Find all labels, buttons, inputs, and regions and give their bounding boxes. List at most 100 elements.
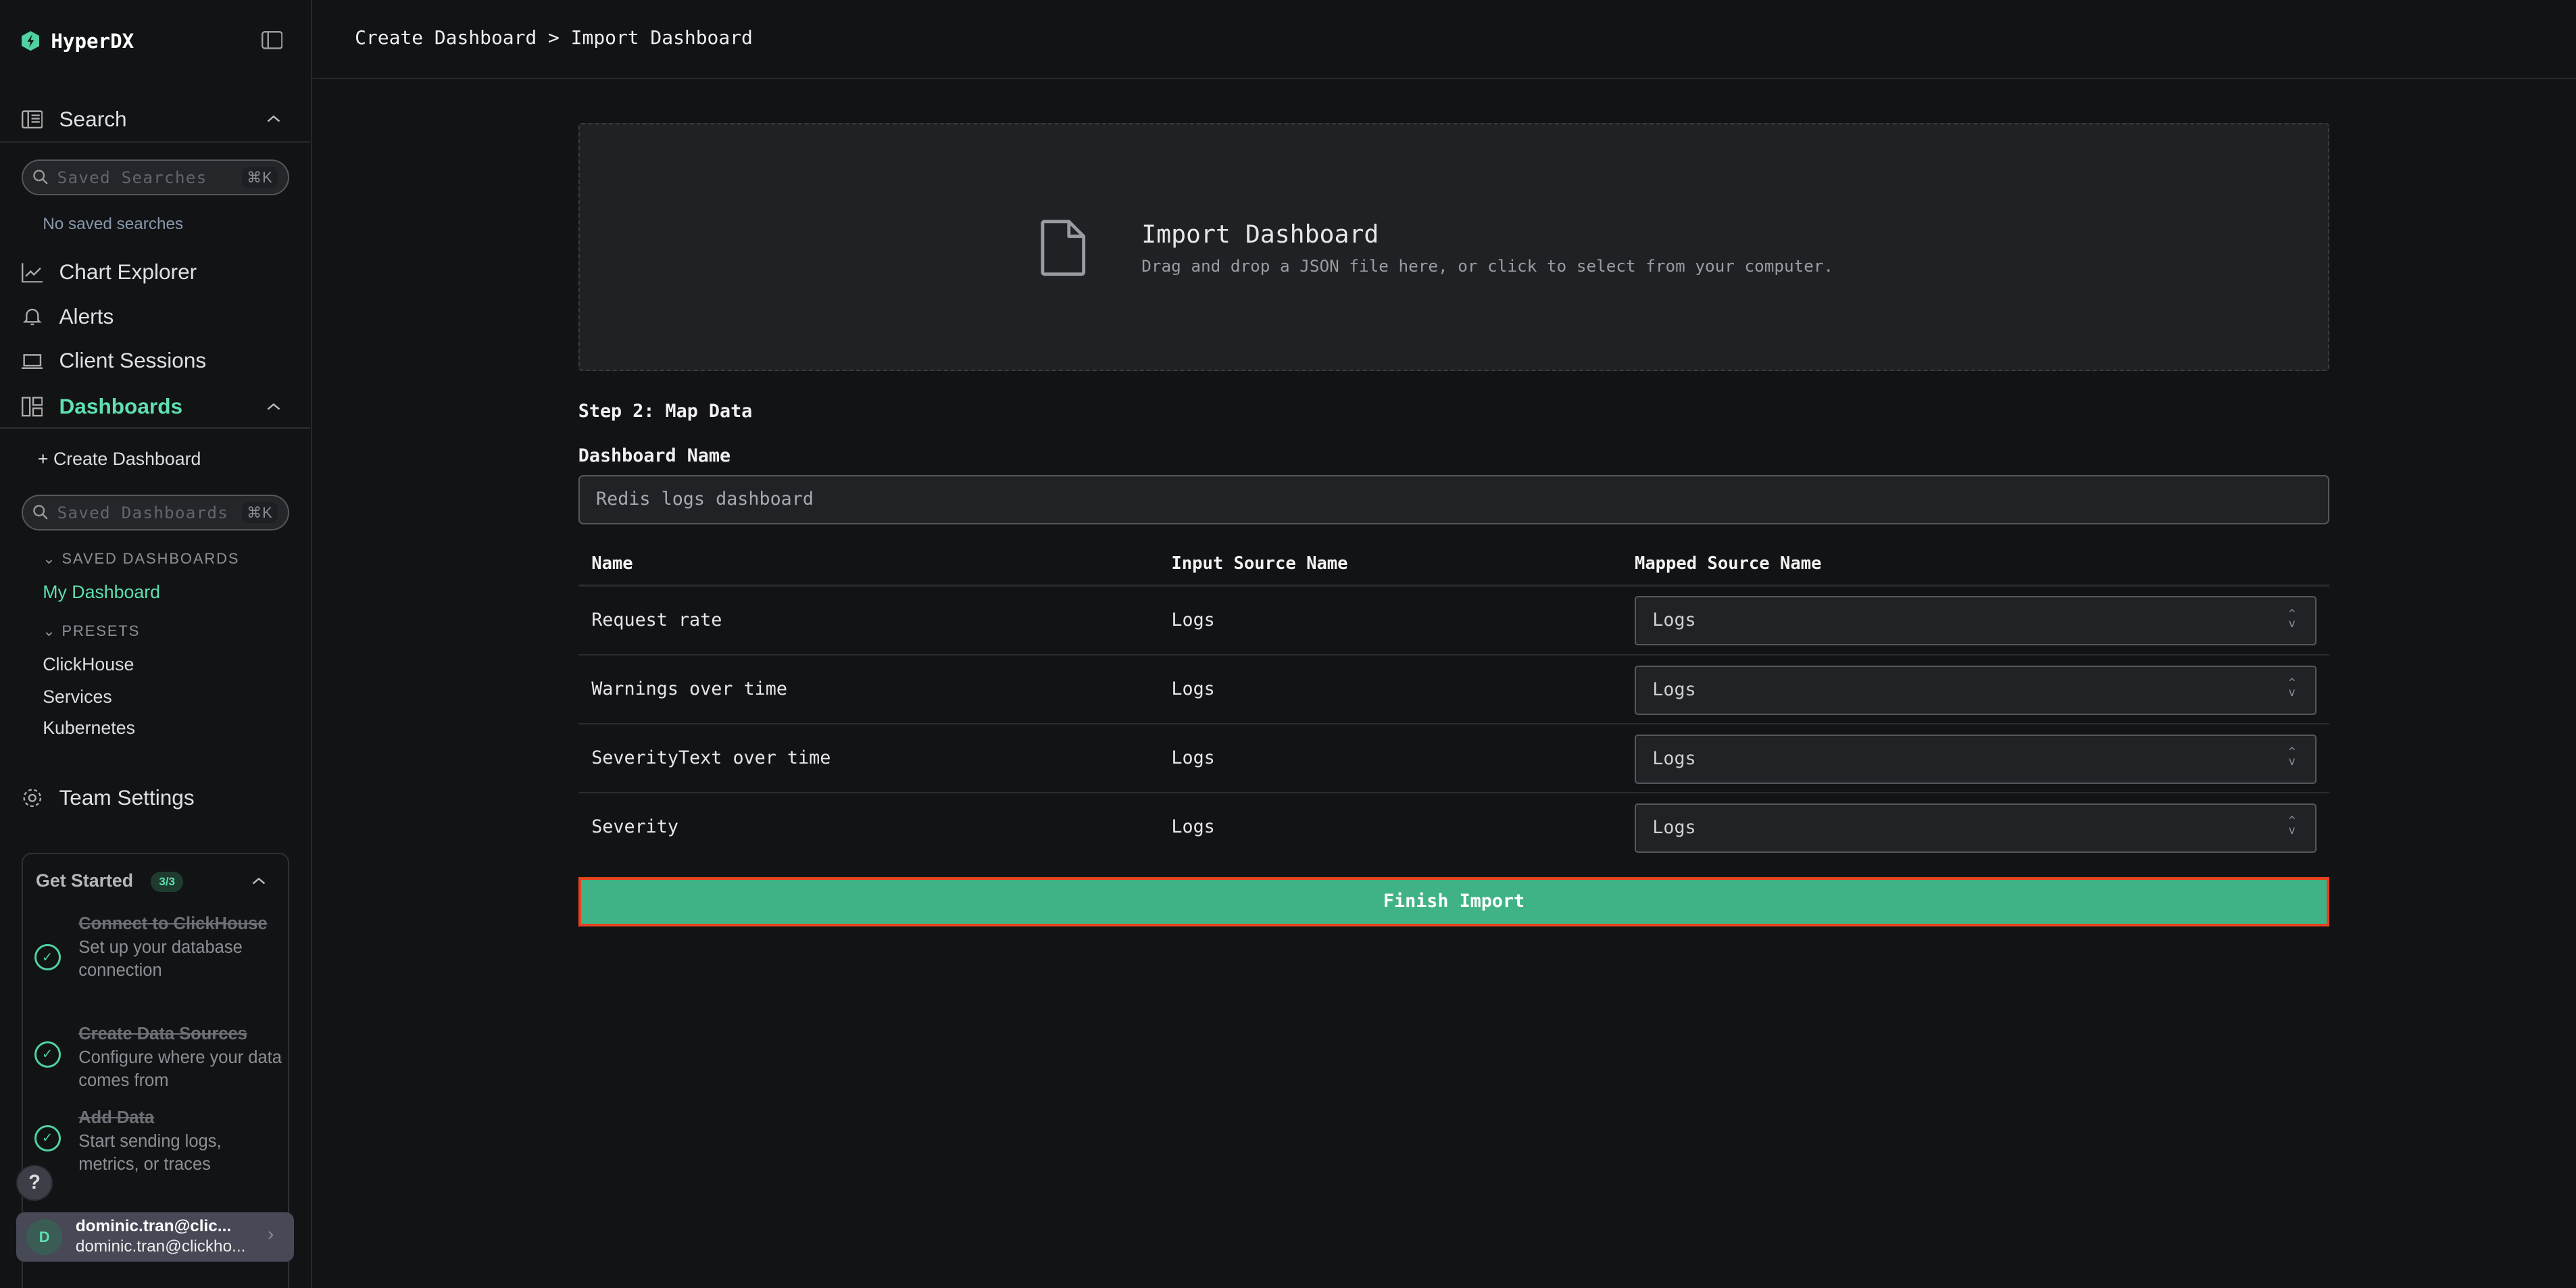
- chevron-up-icon[interactable]: [266, 399, 281, 414]
- section-label: SAVED DASHBOARDS: [61, 550, 240, 568]
- app-name: HyperDX: [51, 29, 134, 53]
- file-icon: [1041, 220, 1086, 276]
- select-value: Logs: [1652, 747, 1696, 769]
- step-desc: Configure where your data comes from: [78, 1048, 282, 1091]
- help-button[interactable]: ?: [16, 1164, 53, 1202]
- nav-dashboards[interactable]: Dashboards: [21, 394, 183, 419]
- shortcut-badge: ⌘K: [241, 167, 278, 188]
- step-title: Connect to ClickHouse: [78, 914, 268, 933]
- gear-icon: [23, 789, 41, 807]
- get-started-card: Get Started 3/3 ✓ Connect to ClickHouse …: [21, 852, 289, 1288]
- check-circle-icon: ✓: [34, 944, 61, 971]
- chevron-up-icon[interactable]: [266, 112, 281, 126]
- chevron-updown-icon: ^ v: [2288, 676, 2296, 700]
- col-header-mapped-source: Mapped Source Name: [1634, 553, 1822, 574]
- nav-label: Client Sessions: [59, 348, 207, 373]
- chevron-right-icon: ›: [268, 1224, 274, 1245]
- no-saved-searches: No saved searches: [43, 215, 184, 234]
- avatar: D: [26, 1218, 63, 1256]
- divider: [0, 141, 311, 143]
- progress-badge: 3/3: [151, 872, 184, 893]
- hyperdx-logo-icon: [21, 31, 40, 51]
- chevron-updown-icon: ^ v: [2288, 814, 2296, 838]
- nav-alerts[interactable]: Alerts: [22, 304, 114, 329]
- nav-label: Chart Explorer: [59, 259, 197, 284]
- chevron-updown-icon: ^ v: [2288, 607, 2296, 631]
- step-title: Create Data Sources: [78, 1024, 247, 1043]
- user-email: dominic.tran@clickho...: [75, 1237, 246, 1256]
- bell-icon: [22, 309, 42, 326]
- chevron-up-icon[interactable]: [251, 874, 266, 889]
- dashboard-name-label: Dashboard Name: [578, 445, 731, 466]
- nav-search-label: Search: [59, 107, 127, 132]
- get-started-title: Get Started: [36, 870, 134, 891]
- row-name: Severity: [591, 816, 678, 838]
- nav-client-sessions[interactable]: Client Sessions: [21, 348, 207, 373]
- sidebar: HyperDX Search Saved Searches ⌘K No save…: [0, 0, 312, 1288]
- select-value: Logs: [1652, 816, 1696, 838]
- preset-clickhouse[interactable]: ClickHouse: [43, 653, 134, 674]
- step-heading: Step 2: Map Data: [578, 401, 753, 422]
- step-desc: Start sending logs, metrics, or traces: [78, 1132, 222, 1174]
- saved-dashboards-input[interactable]: Saved Dashboards ⌘K: [21, 494, 289, 531]
- row-name: SeverityText over time: [591, 747, 831, 769]
- saved-searches-input[interactable]: Saved Searches ⌘K: [21, 159, 289, 196]
- saved-dashboards-placeholder: Saved Dashboards: [57, 503, 229, 522]
- breadcrumb: Create Dashboard > Import Dashboard: [355, 26, 753, 49]
- step-sources[interactable]: ✓ Create Data Sources Configure where yo…: [34, 1022, 282, 1093]
- chevron-down-icon: ⌄: [43, 622, 62, 640]
- select-value: Logs: [1652, 610, 1696, 631]
- step-connect[interactable]: ✓ Connect to ClickHouse Set up your data…: [34, 912, 282, 983]
- step-title: Add Data: [78, 1108, 155, 1127]
- header: Create Dashboard > Import Dashboard: [312, 0, 2576, 79]
- preset-kubernetes[interactable]: Kubernetes: [43, 718, 135, 739]
- row-input: Logs: [1171, 609, 1215, 630]
- step-add-data[interactable]: ✓ Add Data Start sending logs, metrics, …: [34, 1106, 282, 1176]
- dashboard-my-dashboard[interactable]: My Dashboard: [43, 581, 161, 602]
- user-name: dominic.tran@clic...: [75, 1217, 232, 1236]
- col-header-name: Name: [591, 553, 633, 574]
- finish-import-button[interactable]: Finish Import: [578, 877, 2330, 927]
- saved-searches-placeholder: Saved Searches: [57, 168, 207, 188]
- divider: [0, 427, 311, 429]
- chevron-down-icon: ⌄: [43, 550, 62, 568]
- user-menu[interactable]: D dominic.tran@clic... dominic.tran@clic…: [16, 1212, 295, 1262]
- search-list-icon: [21, 110, 43, 128]
- dropzone-title: Import Dashboard: [1141, 220, 1379, 249]
- dashboard-name-input[interactable]: Redis logs dashboard: [578, 474, 2330, 524]
- mapped-source-select[interactable]: Logs ^ v: [1634, 803, 2317, 853]
- divider: [578, 585, 2330, 587]
- nav-label: Alerts: [59, 303, 114, 328]
- logo[interactable]: HyperDX: [21, 29, 134, 53]
- section-label: PRESETS: [61, 622, 141, 640]
- row-input: Logs: [1171, 816, 1215, 838]
- divider: [578, 791, 2330, 794]
- nav-chart-explorer[interactable]: Chart Explorer: [21, 259, 197, 284]
- nav-search[interactable]: Search: [21, 107, 127, 132]
- select-value: Logs: [1652, 678, 1696, 700]
- nav-label: Dashboards: [59, 394, 183, 419]
- mapped-source-select[interactable]: Logs ^ v: [1634, 596, 2317, 646]
- search-icon: [33, 505, 48, 520]
- check-circle-icon: ✓: [34, 1041, 61, 1068]
- sidebar-toggle-icon[interactable]: [261, 31, 283, 49]
- mapped-source-select[interactable]: Logs ^ v: [1634, 734, 2317, 784]
- row-name: Warnings over time: [591, 678, 787, 700]
- nav-team-settings[interactable]: Team Settings: [22, 785, 195, 810]
- create-dashboard-label: Create Dashboard: [53, 448, 201, 469]
- laptop-icon: [21, 354, 43, 370]
- row-name: Request rate: [591, 609, 722, 630]
- saved-dashboards-header[interactable]: ⌄ SAVED DASHBOARDS: [43, 550, 239, 568]
- chart-line-icon: [21, 263, 43, 283]
- dashboard-icon: [21, 397, 43, 417]
- search-icon: [33, 170, 48, 185]
- preset-services[interactable]: Services: [43, 687, 112, 708]
- presets-header[interactable]: ⌄ PRESETS: [43, 622, 140, 640]
- nav-label: Team Settings: [59, 785, 195, 810]
- create-dashboard-link[interactable]: + Create Dashboard: [38, 449, 201, 470]
- row-input: Logs: [1171, 678, 1215, 700]
- step-desc: Set up your database connection: [78, 938, 243, 981]
- mapped-source-select[interactable]: Logs ^ v: [1634, 665, 2317, 715]
- dropzone-subtitle: Drag and drop a JSON file here, or click…: [1141, 255, 1834, 276]
- import-dropzone[interactable]: Import Dashboard Drag and drop a JSON fi…: [578, 123, 2330, 372]
